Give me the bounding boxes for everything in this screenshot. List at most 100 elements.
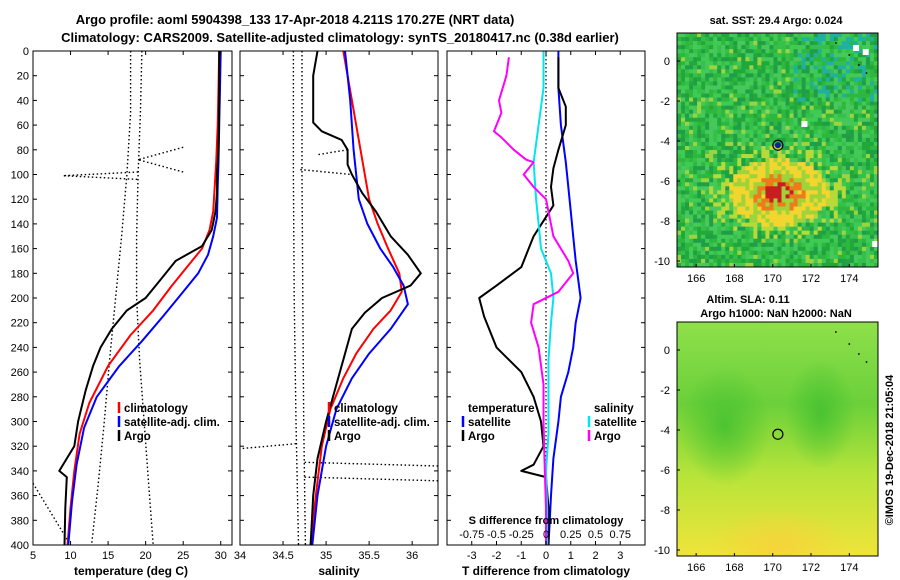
sst-cell: [849, 190, 855, 195]
sst-cell: [829, 89, 835, 94]
sst-cell: [689, 218, 694, 223]
sst-cell: [841, 45, 847, 50]
sst-cell: [829, 57, 835, 62]
sst-cell: [841, 170, 847, 175]
sst-cell: [833, 117, 839, 123]
sst-cell: [813, 129, 818, 135]
sst-cell: [857, 41, 863, 46]
sst-cell: [805, 150, 810, 155]
sst-cell: [805, 170, 810, 175]
sst-cell: [837, 41, 843, 46]
sst-cell: [857, 170, 863, 175]
sst-cell: [833, 129, 839, 135]
sst-cell: [825, 105, 831, 110]
sst-cell: [781, 69, 786, 74]
sst-cell: [741, 222, 746, 227]
sst-cell: [785, 170, 790, 175]
sst-cell: [757, 194, 762, 199]
sst-cell: [749, 218, 754, 223]
sst-cell: [777, 214, 782, 219]
sst-cell: [841, 206, 847, 211]
sst-cell: [793, 145, 798, 151]
sst-cell: [873, 218, 878, 223]
sst-cell: [801, 89, 806, 94]
sst-cell: [733, 65, 738, 70]
sst-cell: [769, 218, 774, 223]
sst-cell: [761, 246, 766, 252]
sst-cell: [841, 186, 847, 191]
sst-cell: [857, 238, 863, 244]
sst-cell: [725, 222, 730, 227]
sst-cell: [677, 178, 682, 183]
sst-cell: [725, 238, 730, 244]
sst-cell: [693, 129, 698, 135]
sst-cell: [701, 222, 706, 227]
sst-cell: [789, 170, 794, 175]
sst-cell: [777, 150, 782, 155]
sst-cell: [801, 166, 806, 171]
sst-cell: [785, 174, 790, 179]
sst-cell: [853, 41, 859, 46]
sst-cell: [725, 49, 730, 54]
sst-cell: [769, 162, 774, 167]
sst-cell: [689, 33, 694, 38]
sst-cell: [873, 162, 878, 167]
sst-cell: [857, 242, 863, 248]
sst-cell: [777, 246, 782, 252]
sst-cell: [845, 262, 851, 267]
sst-cell: [853, 206, 859, 211]
sst-cell: [809, 141, 814, 147]
sst-cell: [785, 97, 790, 102]
sst-cell: [833, 190, 839, 195]
sst-cell: [845, 190, 851, 195]
sst-cell: [865, 37, 871, 42]
sst-cell: [717, 242, 722, 248]
y-tick-label: 220: [11, 318, 29, 330]
sst-cell: [853, 230, 859, 236]
sst-cell: [857, 97, 863, 102]
sst-cell: [793, 158, 798, 163]
sst-cell: [677, 49, 682, 54]
sst-cell: [821, 41, 827, 46]
sst-cell: [757, 174, 762, 179]
sst-cell: [693, 234, 698, 240]
sst-cell: [773, 198, 778, 203]
sst-cell: [841, 129, 847, 135]
sst-cell: [817, 81, 823, 86]
sst-cell: [793, 230, 798, 236]
sst-cell: [789, 214, 794, 219]
sst-cell: [729, 77, 734, 82]
sst-cell: [841, 258, 847, 264]
sst-cell: [805, 37, 810, 42]
sst-cell: [681, 234, 686, 240]
sst-cell: [681, 238, 686, 244]
sst-cell: [857, 101, 863, 106]
sst-cell: [681, 202, 686, 207]
sst-cell: [701, 230, 706, 236]
sst-cell: [865, 154, 871, 159]
sst-cell: [681, 33, 686, 38]
sst-cell: [733, 41, 738, 46]
sst-cell: [773, 194, 778, 199]
sst-cell: [825, 226, 831, 231]
sst-cell: [777, 133, 782, 139]
sst-cell: [729, 210, 734, 215]
sst-cell: [685, 162, 690, 167]
sst-cell: [697, 109, 702, 114]
island-dot: [834, 42, 837, 44]
sst-cell: [693, 226, 698, 231]
sst-cell: [805, 206, 810, 211]
sst-cell: [765, 57, 770, 62]
sst-cell: [749, 41, 754, 46]
sst-cell: [717, 81, 722, 86]
sst-cell: [701, 85, 706, 90]
sst-cell: [785, 37, 790, 42]
sst-cell: [769, 238, 774, 244]
sst-cell: [849, 230, 855, 236]
sst-cell: [829, 69, 835, 74]
sst-cell: [769, 41, 774, 46]
sst-cell: [789, 73, 794, 78]
sst-cell: [797, 214, 802, 219]
sst-cell: [773, 121, 778, 127]
sst-cell: [809, 178, 814, 183]
